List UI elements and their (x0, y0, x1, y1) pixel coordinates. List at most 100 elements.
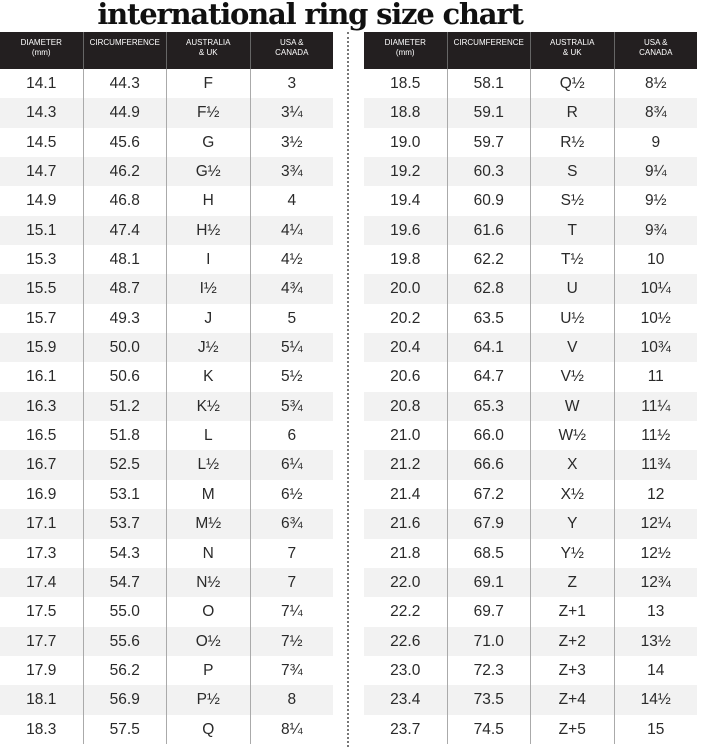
table-row: 19.2 60.3 S 9¼ (364, 157, 697, 187)
table-row: 14.3 44.9 F½ 3¼ (0, 98, 333, 128)
cell-diameter: 21.8 (364, 538, 448, 568)
table-row: 15.7 49.3 J 5 (0, 303, 333, 334)
cell-au-uk-size: Z+1 (531, 597, 615, 627)
cell-usa-canada-size: 6 (287, 427, 297, 445)
cell-circumference: 62.8 (448, 274, 531, 304)
cell-circumference: 72.3 (448, 655, 531, 686)
cell-diameter: 20.8 (364, 391, 448, 422)
cell-circumference: 55.0 (84, 597, 167, 627)
header-au-uk-size: AUSTRALIA & UK (167, 32, 251, 69)
cell-usa-canada-size: 11½ (641, 427, 671, 445)
cell-diameter: 19.4 (364, 186, 448, 216)
cell-diameter: 18.8 (364, 98, 448, 128)
cell-diameter: 21.0 (364, 421, 448, 451)
cell-au-uk-size: Z+3 (531, 655, 615, 686)
cell-diameter: 15.7 (0, 303, 84, 334)
cell-diameter: 19.6 (364, 215, 448, 246)
cell-diameter: 15.9 (0, 333, 84, 363)
cell-au-uk-size: J½ (167, 333, 251, 363)
cell-diameter: 23.7 (364, 714, 448, 744)
cell-au-uk-size: Z+2 (531, 626, 615, 656)
cell-circumference: 69.7 (448, 597, 531, 627)
table-row: 17.5 55.0 O 7¼ (0, 597, 333, 627)
cell-usa-canada-size: 13½ (640, 632, 671, 650)
cell-diameter: 17.4 (0, 567, 84, 598)
cell-circumference: 46.8 (84, 186, 167, 216)
cell-diameter: 16.1 (0, 362, 84, 392)
header-circumference: CIRCUMFERENCE (84, 32, 167, 69)
table-row: 15.3 48.1 I 4½ (0, 245, 333, 275)
cell-diameter: 16.7 (0, 450, 84, 480)
cell-circumference: 66.0 (448, 421, 531, 451)
cell-usa-canada-size: 15 (647, 720, 665, 738)
cell-diameter: 22.0 (364, 567, 448, 598)
cell-usa-canada-size: 11 (647, 368, 664, 386)
cell-diameter: 14.1 (0, 69, 84, 99)
header-au-uk-size: AUSTRALIA & UK (531, 32, 615, 69)
cell-circumference: 54.7 (84, 567, 167, 598)
table-row: 21.0 66.0 W½ 11½ (364, 421, 697, 451)
header-diameter: DIAMETER (mm) (0, 32, 84, 69)
table-row: 17.1 53.7 M½ 6¾ (0, 509, 333, 539)
cell-usa-canada-size: 5¼ (280, 339, 303, 357)
cell-diameter: 19.0 (364, 127, 448, 158)
table-row: 23.0 72.3 Z+3 14 (364, 655, 697, 686)
table-row: 16.3 51.2 K½ 5¾ (0, 391, 333, 422)
cell-usa-canada-size: 12½ (640, 544, 671, 562)
cell-circumference: 48.1 (84, 245, 167, 275)
cell-diameter: 15.3 (0, 245, 84, 275)
cell-circumference: 44.3 (84, 69, 167, 99)
cell-usa-canada-size: 8¾ (644, 104, 667, 122)
cell-au-uk-size: Q½ (531, 69, 615, 99)
cell-usa-canada-size: 5¾ (280, 397, 303, 415)
cell-au-uk-size: U (531, 274, 615, 304)
cell-au-uk-size: K½ (167, 391, 251, 422)
dotted-divider (347, 32, 349, 747)
cell-circumference: 68.5 (448, 538, 531, 568)
cell-usa-canada-size: 12¾ (640, 573, 671, 591)
table-row: 18.8 59.1 R 8¾ (364, 98, 697, 128)
cell-circumference: 74.5 (448, 714, 531, 744)
cell-au-uk-size: Q (167, 714, 251, 744)
header-usa-canada-size: USA & CANADA (275, 38, 309, 57)
table-header: DIAMETER (mm) CIRCUMFERENCE AUSTRALIA & UK… (0, 32, 333, 69)
cell-usa-canada-size: 8½ (644, 75, 667, 92)
cell-au-uk-size: S (531, 157, 615, 187)
cell-au-uk-size: L½ (167, 450, 251, 480)
table-row: 21.8 68.5 Y½ 12½ (364, 538, 697, 568)
cell-usa-canada-size: 9½ (644, 192, 667, 210)
cell-circumference: 71.0 (448, 626, 531, 656)
header-circumference: CIRCUMFERENCE (448, 32, 531, 69)
cell-au-uk-size: G½ (167, 157, 251, 187)
cell-circumference: 48.7 (84, 274, 167, 304)
cell-usa-canada-size: 9¾ (644, 221, 667, 239)
cell-diameter: 20.0 (364, 274, 448, 304)
table-header: DIAMETER (mm) CIRCUMFERENCE AUSTRALIA & UK… (364, 32, 697, 69)
table-row: 20.4 64.1 V 10¾ (364, 333, 697, 363)
table-row: 14.7 46.2 G½ 3¾ (0, 157, 333, 187)
cell-circumference: 60.3 (448, 157, 531, 187)
table-row: 15.9 50.0 J½ 5¼ (0, 333, 333, 363)
cell-diameter: 14.9 (0, 186, 84, 216)
cell-au-uk-size: X (531, 450, 615, 480)
cell-diameter: 17.9 (0, 655, 84, 686)
cell-usa-canada-size: 12 (647, 485, 665, 503)
table-row: 16.1 50.6 K 5½ (0, 362, 333, 392)
cell-usa-canada-size: 5 (287, 309, 297, 327)
cell-usa-canada-size: 9¼ (644, 163, 667, 181)
cell-au-uk-size: T (531, 215, 615, 246)
cell-usa-canada-size: 6¾ (280, 515, 303, 533)
cell-au-uk-size: J (167, 303, 251, 334)
cell-usa-canada-size: 10¾ (640, 339, 671, 357)
cell-usa-canada-size: 8 (287, 691, 297, 709)
cell-usa-canada-size: 4½ (280, 251, 303, 269)
table-row: 17.3 54.3 N 7 (0, 538, 333, 568)
cell-diameter: 22.2 (364, 597, 448, 627)
cell-usa-canada-size: 6½ (280, 485, 303, 503)
table-row: 20.2 63.5 U½ 10½ (364, 303, 697, 334)
table-row: 20.6 64.7 V½ 11 (364, 362, 697, 392)
cell-au-uk-size: P½ (167, 685, 251, 715)
cell-diameter: 20.6 (364, 362, 448, 392)
cell-au-uk-size: F½ (167, 98, 251, 128)
cell-circumference: 56.9 (84, 685, 167, 715)
